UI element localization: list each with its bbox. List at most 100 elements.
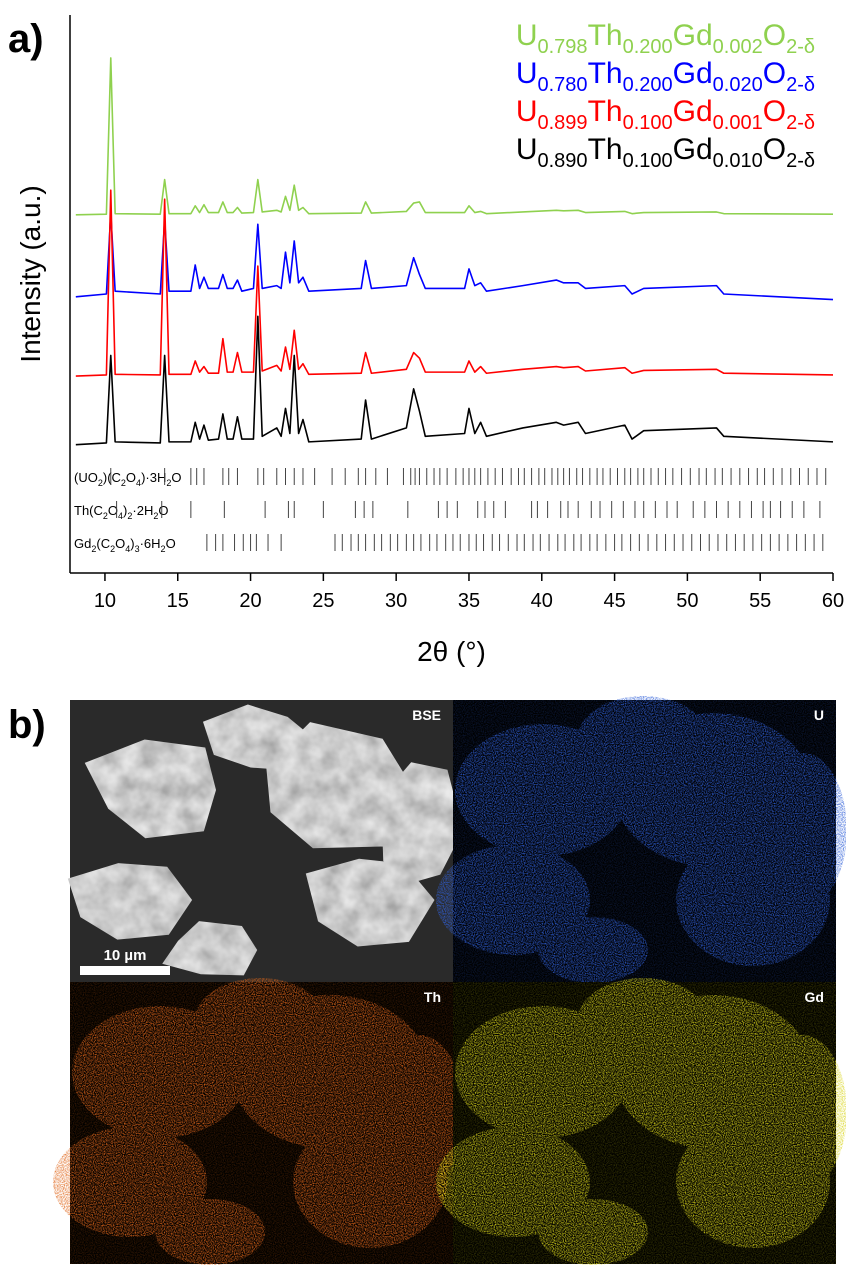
text-part: Th [588,19,623,52]
text-part: 4 [118,511,123,521]
eds-maps: BSE U Th Gd 10 µm [53,696,846,1265]
x-tick-label: 30 [385,590,407,612]
text-part: 2 [127,511,132,521]
legend-entry: U0.780Th0.200Gd0.020O2-δ [516,57,815,96]
text-part: 0.100 [623,150,673,172]
signal-region [436,845,590,955]
text-part: 0.780 [538,74,588,96]
x-tick-label: 25 [312,590,334,612]
legend-entry: U0.899Th0.100Gd0.001O2-δ [516,95,815,134]
signal-region [538,1199,648,1265]
y-axis-label: Intensity (a.u.) [15,185,46,362]
map-tile: BSE [67,700,464,982]
legend-entry: U0.798Th0.200Gd0.002O2-δ [516,19,815,58]
reference-label: Th(C2O4)2·2H2O [74,503,169,521]
text-part: O [763,95,786,128]
scale-bar-label: 10 µm [104,947,147,964]
element-map [436,696,846,983]
x-tick-label: 15 [167,590,189,612]
text-part: Th [588,95,623,128]
text-part: ·2H [132,503,153,518]
x-tick-label: 45 [603,590,625,612]
text-part: ) [123,503,127,518]
text-part: ·6H [140,536,161,551]
x-tick-label: 20 [239,590,261,612]
text-part: 3 [135,544,140,554]
signal-region [759,1035,846,1189]
particle [305,858,435,947]
text-part: Gd [673,57,713,90]
text-part: 0.200 [623,36,673,58]
map-tile: Th [53,978,464,1265]
text-part: O [171,470,181,485]
signal-region [577,696,709,784]
x-axis-label: 2θ (°) [417,636,486,667]
text-part: U [516,133,538,166]
text-part: 2 [103,511,108,521]
text-part: )·3H [141,470,166,485]
text-part: O [166,536,176,551]
x-tick-label: 60 [822,590,844,612]
text-part: Gd [673,19,713,52]
signal-region [577,978,709,1066]
text-part: 2-δ [786,74,815,96]
text-part: 2-δ [786,112,815,134]
text-part: Gd [74,536,91,551]
text-part: 0.010 [713,150,763,172]
map-tile: U [436,696,846,983]
particle [162,921,258,976]
signal-region [194,978,326,1066]
particle [381,762,464,883]
text-part: Th(C [74,503,103,518]
text-part: 0.899 [538,112,588,134]
text-part: U [516,95,538,128]
text-part: Th [588,133,623,166]
text-part: O [763,19,786,52]
x-tick-label: 55 [749,590,771,612]
xrd-trace [75,315,834,446]
text-part: O [115,536,125,551]
xrd-trace [75,189,834,377]
text-part: 2 [98,478,103,488]
particle [202,704,316,771]
text-part: (C [96,536,110,551]
element-map [53,978,464,1265]
element-map [436,978,846,1265]
particle [67,863,193,940]
particle [84,739,217,839]
x-tick-label: 40 [531,590,553,612]
signal-region [436,1127,590,1237]
text-part: O [108,503,118,518]
text-part: Gd [673,95,713,128]
x-tick-label: 10 [94,590,116,612]
x-tick-label: 50 [676,590,698,612]
signal-region [53,1127,207,1237]
signal-region [376,1035,464,1189]
text-part: O [126,470,136,485]
xrd-plot: 10 15 20 25 30 35 40 45 50 55 60 2θ (°) Intensity (a… [15,15,844,667]
text-part: 2 [121,478,126,488]
panel-label: a) [8,17,44,61]
text-part: O [763,57,786,90]
text-part: 2 [166,478,171,488]
scale-bar [80,966,170,975]
text-part: 0.798 [538,36,588,58]
text-part: O [763,133,786,166]
text-part: U [516,19,538,52]
reference-label: Gd2(C2O4)3·6H2O [74,536,176,554]
text-part: 0.100 [623,112,673,134]
text-part: 0.020 [713,74,763,96]
xrd-trace [75,212,834,301]
text-part: 2-δ [786,36,815,58]
map-label: U [814,707,824,723]
signal-region [155,1199,265,1265]
map-label: Gd [805,989,824,1005]
text-part: U [516,57,538,90]
text-part: 2 [110,544,115,554]
text-part: (UO [74,470,98,485]
reference-label: (UO2)(C2O4)·3H2O [74,470,181,488]
text-part: ) [130,536,134,551]
text-part: 0.002 [713,36,763,58]
signal-region [759,753,846,907]
text-part: 4 [125,544,130,554]
